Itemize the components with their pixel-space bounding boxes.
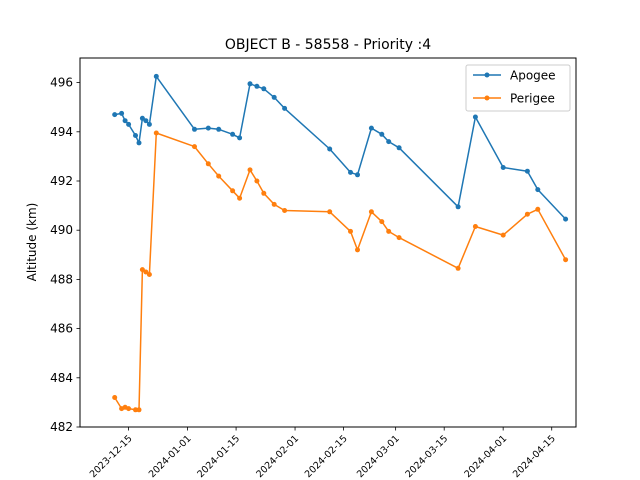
apogee-point [500, 165, 506, 170]
apogee-point [126, 121, 132, 127]
perigee-point [153, 130, 159, 136]
perigee-point [192, 144, 197, 150]
y-tick-label: 486 [50, 322, 73, 336]
perigee-point [355, 247, 360, 253]
y-tick-label: 496 [50, 76, 73, 90]
plot-frame [79, 57, 577, 428]
perigee-point [500, 232, 506, 238]
y-tick-label: 494 [50, 125, 73, 139]
apogee-point [271, 94, 277, 100]
perigee-point [261, 190, 267, 196]
apogee-point [139, 115, 145, 121]
x-tick-label: 2024-02-01 [254, 433, 301, 480]
x-tick-label: 2024-01-15 [195, 433, 242, 480]
perigee-point [368, 209, 374, 215]
perigee-point [126, 406, 132, 412]
x-tick-label: 2024-02-15 [303, 433, 350, 480]
legend-marker-perigee [484, 95, 490, 101]
perigee-point [282, 208, 288, 213]
apogee-point [261, 86, 267, 92]
perigee-point [327, 209, 333, 215]
perigee-point [247, 167, 253, 173]
x-tick-label: 2024-04-01 [462, 433, 509, 480]
series-layer [112, 73, 569, 413]
perigee-point [237, 195, 243, 201]
perigee-point [112, 395, 118, 400]
apogee-point [282, 105, 288, 111]
apogee-point [143, 118, 149, 124]
apogee-point [524, 168, 530, 174]
perigee-point [139, 267, 145, 273]
apogee-point [396, 145, 402, 151]
perigee-point [396, 235, 402, 241]
apogee-point [230, 131, 236, 137]
perigee-point [379, 219, 385, 225]
x-tick-label: 2024-01-01 [147, 433, 194, 480]
apogee-point [355, 172, 360, 178]
y-tick-label: 482 [50, 420, 73, 434]
chart-title: OBJECT B - 58558 - Priority :4 [225, 37, 431, 53]
perigee-point [563, 257, 569, 263]
series-line-perigee [114, 132, 567, 411]
apogee-point [216, 126, 222, 132]
apogee-point [136, 140, 142, 146]
apogee-point [192, 126, 197, 132]
x-tick-label: 2024-04-15 [511, 433, 558, 480]
perigee-point [146, 272, 152, 277]
legend-box [465, 64, 571, 112]
x-tick-label: 2024-03-01 [355, 433, 402, 480]
y-axis-label: Altitude (km) [25, 203, 39, 282]
apogee-point [379, 131, 385, 137]
apogee-point [247, 81, 253, 87]
y-tick-label: 488 [50, 272, 73, 286]
apogee-point [368, 125, 374, 131]
legend: Apogee Perigee [465, 64, 571, 112]
perigee-point [133, 407, 138, 413]
y-axis: 482 484 486 488 490 492 494 496 [50, 76, 80, 434]
perigee-point [386, 228, 392, 234]
apogee-point [455, 204, 461, 210]
perigee-point [535, 206, 541, 212]
apogee-point [563, 216, 569, 222]
apogee-point [254, 83, 260, 89]
apogee-point [153, 73, 159, 79]
apogee-point [112, 112, 118, 118]
apogee-point [133, 133, 138, 138]
apogee-point [348, 169, 353, 175]
series-perigee [112, 130, 569, 413]
apogee-point [146, 121, 152, 127]
perigee-point [524, 211, 530, 217]
apogee-point [386, 139, 392, 145]
perigee-point [216, 173, 222, 179]
legend-label-perigee: Perigee [510, 92, 555, 106]
perigee-point [230, 188, 236, 194]
apogee-point [119, 110, 125, 116]
apogee-point [205, 125, 211, 131]
legend-label-apogee: Apogee [510, 69, 556, 83]
x-tick-label: 2023-12-15 [88, 433, 135, 480]
apogee-point [472, 114, 478, 120]
series-apogee [112, 73, 569, 222]
x-tick-label: 2024-03-15 [403, 433, 450, 480]
x-axis: 2023-12-15 2024-01-01 2024-01-15 2024-02-01… [88, 427, 558, 480]
perigee-point [455, 265, 461, 271]
perigee-point [136, 407, 142, 413]
legend-marker-apogee [484, 72, 490, 78]
y-tick-label: 490 [50, 223, 73, 237]
y-tick-label: 492 [50, 174, 73, 188]
perigee-point [205, 161, 211, 167]
apogee-point [327, 146, 333, 152]
perigee-point [348, 228, 353, 234]
apogee-point [237, 135, 243, 141]
apogee-point [122, 118, 128, 124]
perigee-point [472, 224, 478, 229]
apogee-point [535, 187, 541, 193]
perigee-point [143, 269, 149, 275]
y-tick-label: 484 [50, 371, 73, 385]
perigee-point [271, 201, 277, 207]
perigee-point [254, 178, 260, 184]
